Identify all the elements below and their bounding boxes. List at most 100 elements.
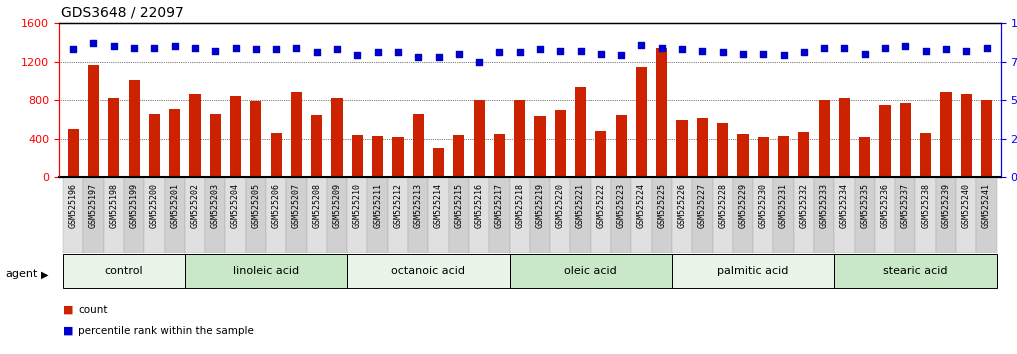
Point xyxy=(816,45,832,51)
Point xyxy=(410,54,426,60)
Bar xyxy=(510,177,530,253)
Bar xyxy=(185,177,205,253)
Text: GSM525202: GSM525202 xyxy=(190,183,199,228)
Bar xyxy=(900,103,911,177)
Bar xyxy=(652,177,672,253)
Text: GSM525232: GSM525232 xyxy=(799,183,809,228)
Bar xyxy=(595,131,606,177)
Bar xyxy=(306,177,326,253)
Bar xyxy=(428,177,448,253)
Bar xyxy=(981,100,993,177)
Text: control: control xyxy=(105,266,143,276)
Text: GSM525235: GSM525235 xyxy=(860,183,870,228)
Text: GSM525226: GSM525226 xyxy=(677,183,686,228)
Bar xyxy=(63,254,185,288)
Bar xyxy=(754,177,773,253)
Text: GSM525206: GSM525206 xyxy=(272,183,281,228)
Text: GSM525216: GSM525216 xyxy=(475,183,484,228)
Text: ▶: ▶ xyxy=(41,269,48,279)
Point xyxy=(228,45,244,51)
Text: stearic acid: stearic acid xyxy=(883,266,948,276)
Point xyxy=(65,46,81,52)
Bar xyxy=(656,48,667,177)
Point xyxy=(471,59,487,64)
Text: oleic acid: oleic acid xyxy=(564,266,617,276)
Bar xyxy=(611,177,632,253)
Point xyxy=(187,45,203,51)
Point xyxy=(775,52,791,58)
Point xyxy=(715,50,731,55)
Bar xyxy=(571,177,591,253)
Bar xyxy=(615,115,626,177)
Text: GSM525218: GSM525218 xyxy=(516,183,524,228)
Bar xyxy=(246,177,266,253)
Text: GSM525231: GSM525231 xyxy=(779,183,788,228)
Bar xyxy=(104,177,124,253)
Bar xyxy=(165,177,185,253)
Point xyxy=(328,46,345,52)
Bar xyxy=(778,136,789,177)
Point xyxy=(613,52,630,58)
Text: GSM525196: GSM525196 xyxy=(69,183,77,228)
Point xyxy=(836,45,852,51)
Bar xyxy=(189,94,200,177)
Text: palmitic acid: palmitic acid xyxy=(717,266,789,276)
Text: GSM525224: GSM525224 xyxy=(637,183,646,228)
Bar xyxy=(554,110,565,177)
Point xyxy=(430,54,446,60)
Bar xyxy=(591,177,611,253)
Point xyxy=(85,40,102,46)
Bar xyxy=(287,177,306,253)
Bar xyxy=(758,137,769,177)
Text: ■: ■ xyxy=(63,305,73,315)
Bar xyxy=(311,115,322,177)
Point xyxy=(288,45,304,51)
Bar xyxy=(733,177,754,253)
Bar xyxy=(717,123,728,177)
Text: GSM525234: GSM525234 xyxy=(840,183,849,228)
Point xyxy=(978,45,995,51)
Text: GSM525228: GSM525228 xyxy=(718,183,727,228)
Point xyxy=(308,50,324,55)
Bar xyxy=(266,177,287,253)
Bar xyxy=(672,177,693,253)
Bar xyxy=(271,133,282,177)
Bar xyxy=(448,177,469,253)
Bar xyxy=(87,65,99,177)
Text: agent: agent xyxy=(5,269,38,279)
Text: GSM525205: GSM525205 xyxy=(251,183,260,228)
Text: GSM525203: GSM525203 xyxy=(211,183,220,228)
Point xyxy=(573,48,589,53)
Bar xyxy=(108,98,119,177)
Point xyxy=(167,43,183,49)
Point xyxy=(106,43,122,49)
Text: GSM525233: GSM525233 xyxy=(820,183,829,228)
Text: GSM525223: GSM525223 xyxy=(616,183,625,228)
Point xyxy=(897,43,913,49)
Text: GSM525241: GSM525241 xyxy=(982,183,991,228)
Point xyxy=(917,48,934,53)
Bar xyxy=(469,177,489,253)
Point xyxy=(146,45,163,51)
Text: GSM525215: GSM525215 xyxy=(455,183,464,228)
Bar xyxy=(352,135,363,177)
Bar xyxy=(144,177,165,253)
Text: GSM525213: GSM525213 xyxy=(414,183,423,228)
Bar xyxy=(63,177,83,253)
Point xyxy=(268,46,285,52)
Bar xyxy=(367,177,387,253)
Point xyxy=(248,46,264,52)
Bar xyxy=(956,177,976,253)
Text: GDS3648 / 22097: GDS3648 / 22097 xyxy=(61,5,184,19)
Text: GSM525227: GSM525227 xyxy=(698,183,707,228)
Point xyxy=(654,45,670,51)
Bar xyxy=(875,177,895,253)
Bar xyxy=(67,129,78,177)
Bar xyxy=(413,114,424,177)
Point xyxy=(634,42,650,47)
Text: GSM525197: GSM525197 xyxy=(89,183,98,228)
Bar xyxy=(915,177,936,253)
Bar xyxy=(291,92,302,177)
Point xyxy=(795,50,812,55)
Point xyxy=(390,50,406,55)
